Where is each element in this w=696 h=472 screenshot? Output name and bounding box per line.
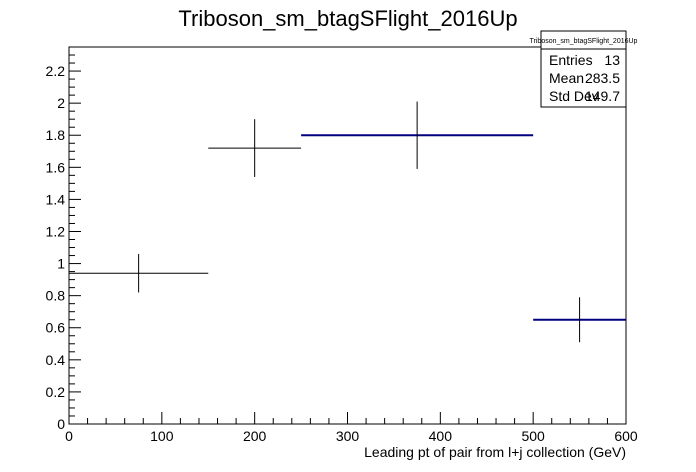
stats-entries-label: Entries	[549, 52, 593, 68]
x-tick-label: 100	[150, 428, 174, 444]
histogram-bins	[69, 101, 626, 343]
histogram-bin	[301, 101, 534, 169]
x-axis-label: Leading pt of pair from l+j collection (…	[364, 444, 626, 460]
x-tick-label: 300	[336, 428, 360, 444]
y-tick-label: 0.2	[46, 384, 66, 400]
y-tick-label: 0.4	[46, 352, 66, 368]
histogram-bin	[69, 253, 209, 293]
x-tick-label: 600	[614, 428, 638, 444]
x-axis: 0 100 200 300 400 500 600	[65, 412, 638, 444]
x-tick-label: 200	[243, 428, 267, 444]
histogram-bin	[208, 119, 302, 177]
y-tick-label: 1.2	[46, 223, 66, 239]
y-tick-label: 1.8	[46, 127, 66, 143]
y-tick-label: 2	[57, 95, 65, 111]
y-tick-label: 0.6	[46, 320, 66, 336]
stats-mean-value: 283.5	[585, 70, 620, 86]
y-tick-label: 1.4	[46, 191, 66, 207]
stats-box-frame	[540, 30, 627, 108]
histogram-bin	[533, 297, 626, 343]
y-tick-label: 2.2	[46, 63, 66, 79]
chart-title: Triboson_sm_btagSFlight_2016Up	[178, 6, 517, 31]
stats-stddev-label: Std Dev	[549, 88, 599, 104]
stats-box: Triboson_sm_btagSFlight_2016Up Entries 1…	[530, 30, 638, 108]
y-tick-label: 0	[57, 416, 65, 432]
y-tick-label: 1.6	[46, 159, 66, 175]
y-tick-label: 1	[57, 256, 65, 272]
x-tick-label: 500	[521, 428, 545, 444]
y-axis: 0 0.2 0.4 0.6 0.8 1 1.2 1.4 1.6 1.8 2 2.2	[46, 54, 81, 432]
stats-stddev-value: 149.7	[585, 88, 620, 104]
y-tick-label: 0.8	[46, 288, 66, 304]
stats-entries-value: 13	[604, 52, 620, 68]
x-tick-label: 400	[429, 428, 453, 444]
x-tick-label: 0	[65, 428, 73, 444]
stats-box-title: Triboson_sm_btagSFlight_2016Up	[530, 38, 638, 45]
stats-mean-label: Mean	[549, 70, 584, 86]
